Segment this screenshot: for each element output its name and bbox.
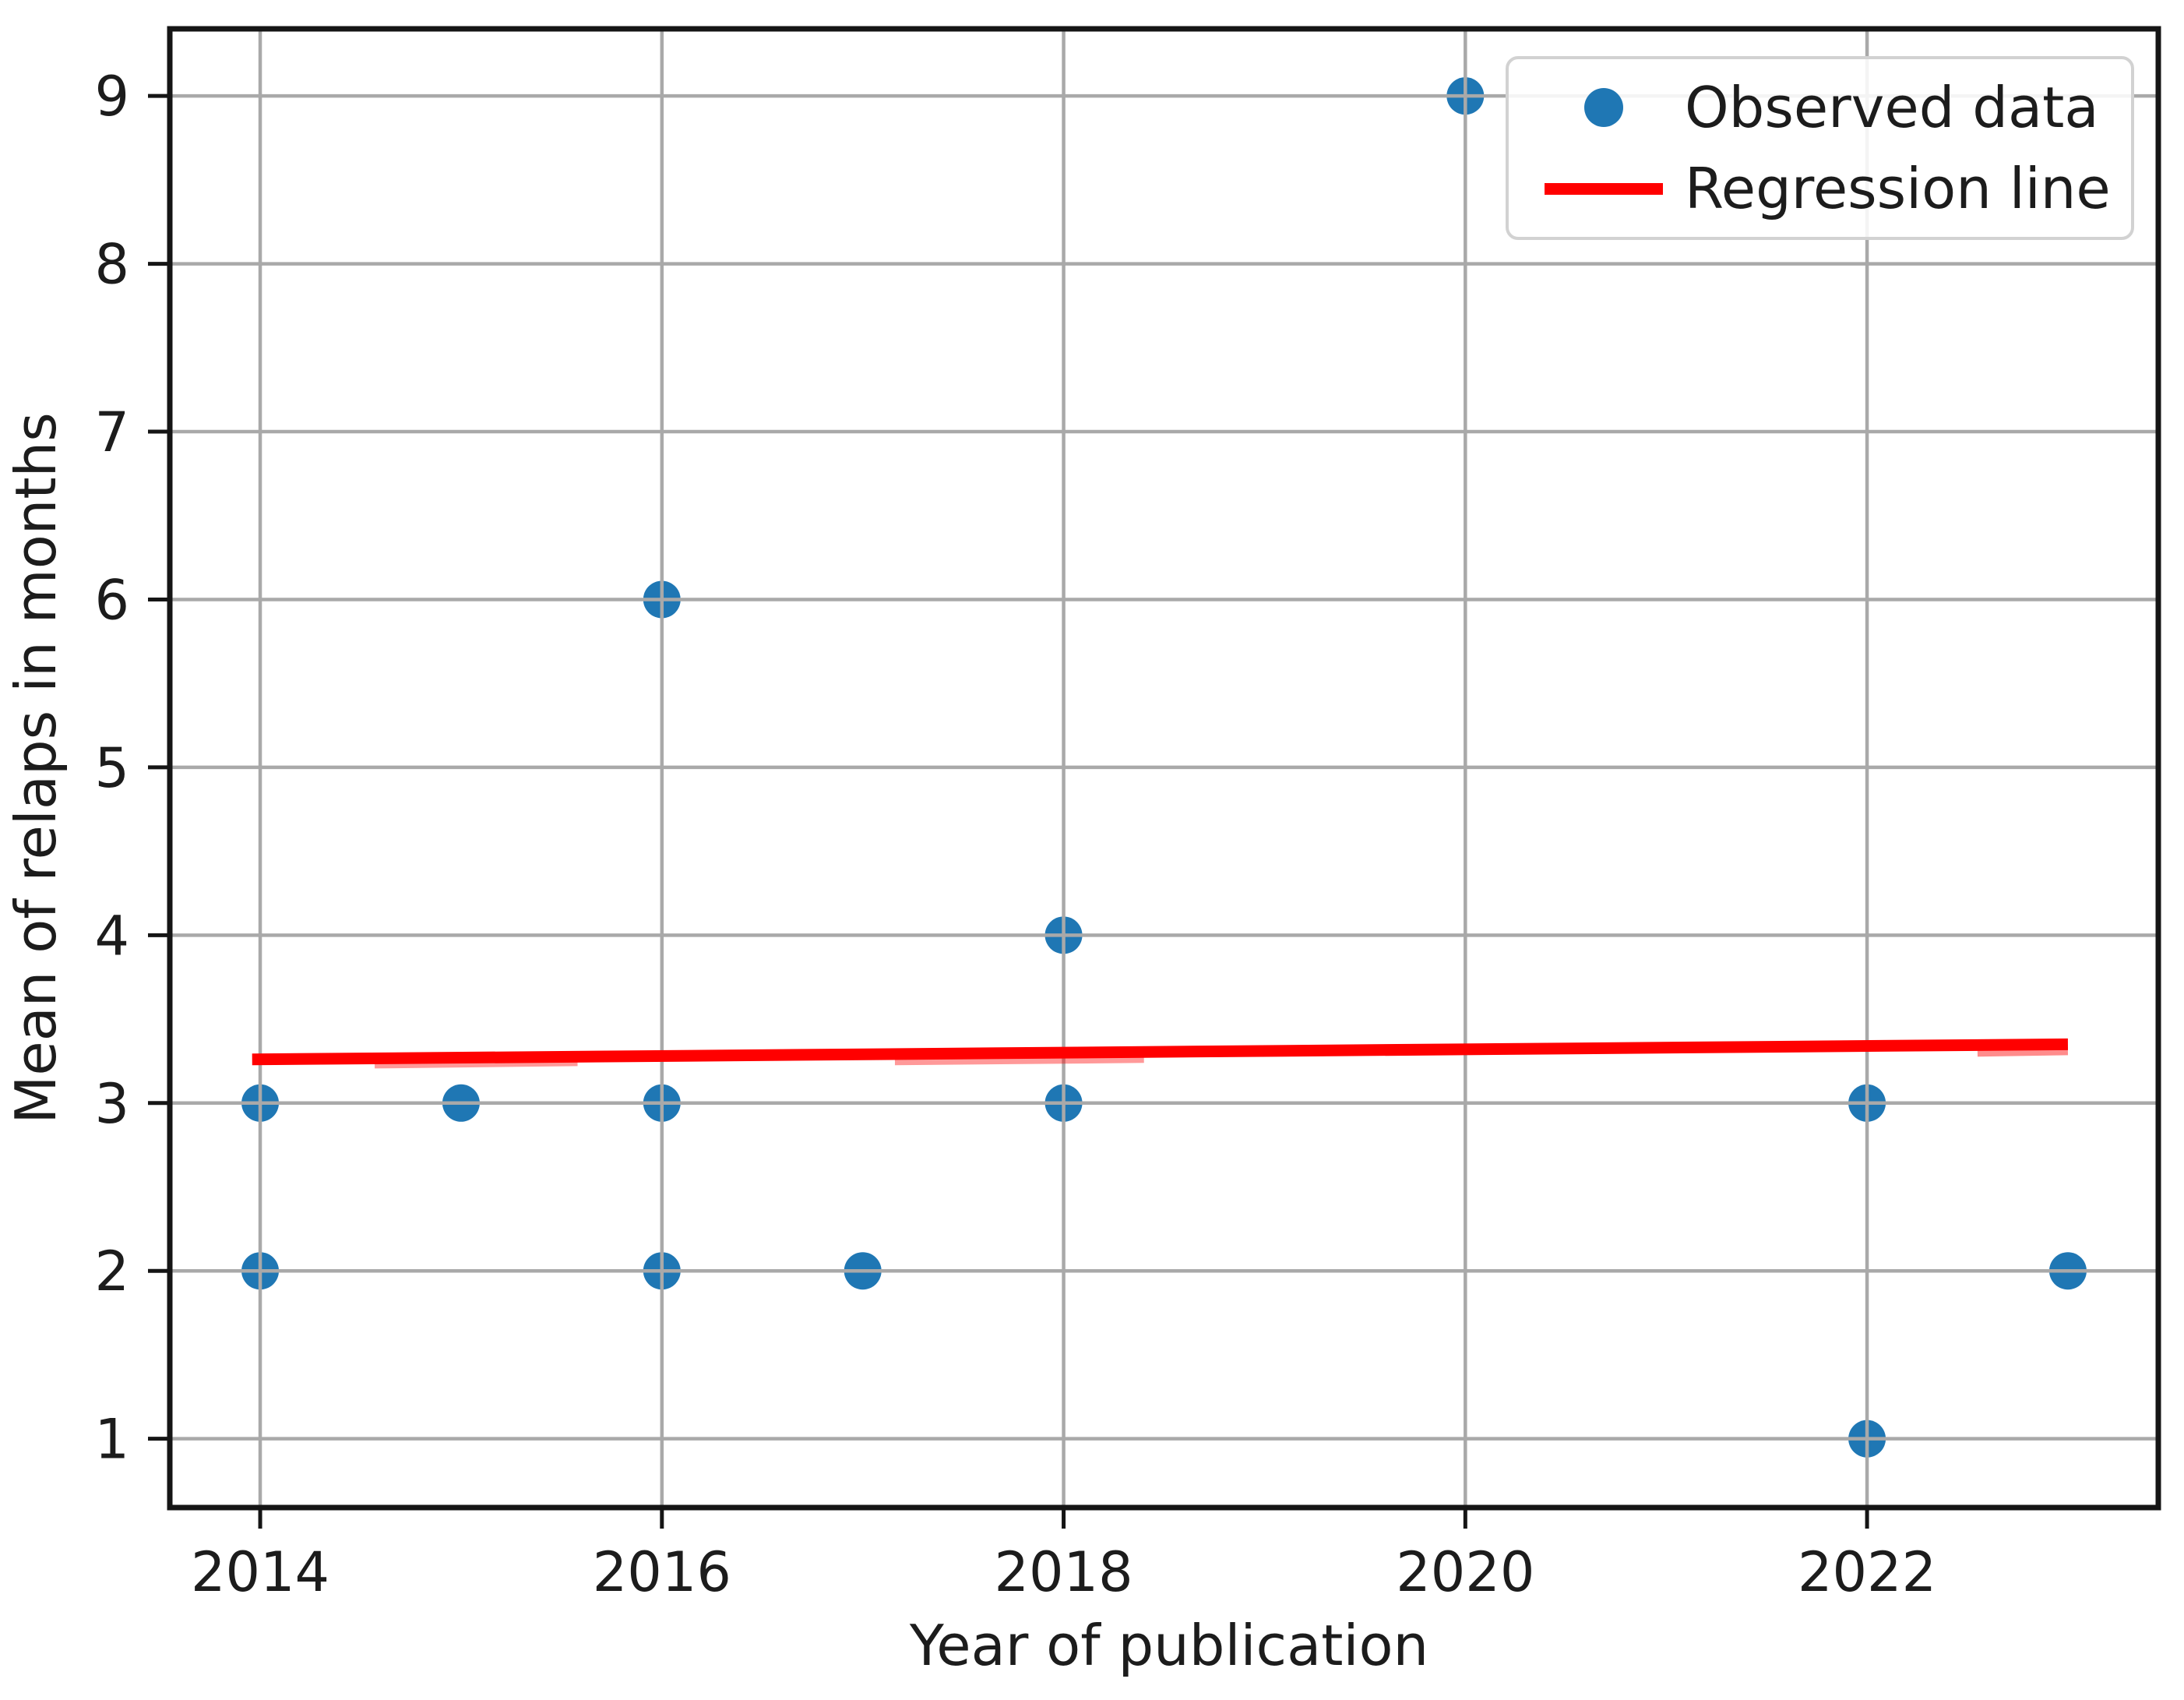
regression-faint-segment bbox=[894, 1056, 1144, 1066]
regression-line bbox=[252, 1038, 2069, 1066]
legend-item-regression-line: Regression line bbox=[1541, 148, 2131, 229]
y-tick-label: 8 bbox=[94, 233, 129, 297]
y-tick-label: 2 bbox=[94, 1240, 129, 1303]
x-tick-label: 2018 bbox=[994, 1540, 1133, 1604]
legend-item-observed-data: Observed data bbox=[1541, 67, 2131, 148]
tick-marks bbox=[148, 93, 1869, 1529]
y-tick-label: 5 bbox=[94, 736, 129, 800]
regression-faint-segments bbox=[374, 1048, 2069, 1069]
regression-faint-segment bbox=[1977, 1048, 2069, 1057]
y-tick-label: 1 bbox=[94, 1408, 129, 1472]
y-tick-label: 9 bbox=[94, 65, 129, 129]
legend-swatch-cell bbox=[1541, 182, 1666, 195]
regression-faint-segment bbox=[374, 1059, 578, 1069]
legend-swatch-cell bbox=[1541, 88, 1666, 127]
scatter-marker-icon bbox=[1584, 88, 1623, 127]
x-tick-label: 2016 bbox=[593, 1540, 731, 1604]
x-tick-label: 2014 bbox=[191, 1540, 329, 1604]
legend-label-observed-data: Observed data bbox=[1685, 75, 2099, 140]
y-axis-label: Mean of relaps in months bbox=[3, 412, 69, 1124]
y-tick-label: 3 bbox=[94, 1072, 129, 1136]
y-tick-label: 4 bbox=[94, 904, 129, 968]
x-tick-label: 2022 bbox=[1798, 1540, 1936, 1604]
y-tick-label: 7 bbox=[94, 400, 129, 464]
tick-labels: 1 2 3 4 5 6 7 8 9 2014 2016 2018 2020 2022 bbox=[94, 65, 1936, 1604]
y-tick-label: 6 bbox=[94, 568, 129, 632]
regression-line-path bbox=[252, 1038, 2069, 1066]
legend: Observed data Regression line bbox=[1506, 56, 2134, 240]
legend-label-regression-line: Regression line bbox=[1685, 156, 2111, 221]
grid-lines bbox=[170, 29, 2158, 1508]
x-tick-label: 2020 bbox=[1396, 1540, 1534, 1604]
x-axis-label: Year of publication bbox=[909, 1613, 1429, 1678]
line-marker-icon bbox=[1545, 182, 1663, 195]
